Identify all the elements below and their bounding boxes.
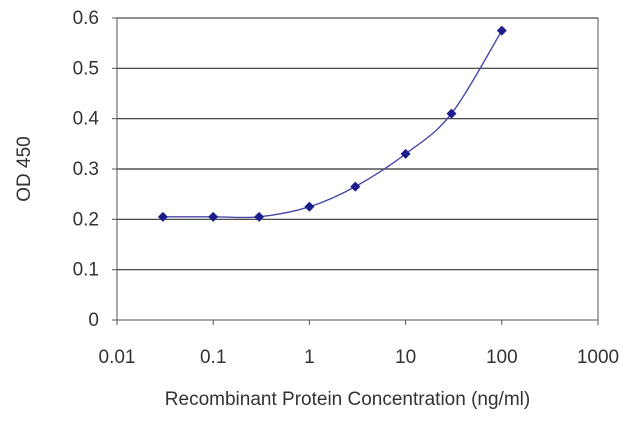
y-tick-label: 0.2: [73, 209, 99, 230]
y-tick-labels: 0 0.1 0.2 0.3 0.4 0.5 0.6: [73, 8, 100, 331]
y-tick-label: 0: [88, 310, 99, 331]
y-tick-label: 0.4: [73, 109, 100, 130]
x-tick-label: 1: [304, 347, 315, 368]
data-point: [304, 201, 315, 212]
x-tick-label: 10: [395, 347, 416, 368]
data-point: [157, 211, 168, 222]
x-tick-label: 0.01: [99, 347, 136, 368]
x-tick-labels: 0.01 0.1 1 10 100 1000: [99, 347, 620, 368]
y-tick-label: 0.6: [73, 8, 99, 29]
data-point: [208, 211, 219, 222]
y-tick-label: 0.1: [73, 260, 99, 281]
data-point: [350, 181, 361, 192]
data-markers: [157, 25, 507, 222]
gridlines: [112, 17, 599, 325]
y-axis-title: OD 450: [14, 136, 35, 201]
y-tick-label: 0.5: [73, 58, 99, 79]
x-tick-label: 0.1: [200, 347, 226, 368]
x-axis-title: Recombinant Protein Concentration (ng/ml…: [165, 389, 530, 410]
plot-area: [116, 17, 599, 321]
x-tick-label: 1000: [577, 347, 619, 368]
data-point: [446, 108, 457, 119]
fitted-curve: [162, 30, 503, 219]
x-tick-label: 100: [486, 347, 518, 368]
data-point: [400, 148, 411, 159]
y-tick-label: 0.3: [73, 159, 99, 180]
data-point: [496, 25, 507, 36]
data-point: [254, 211, 265, 222]
